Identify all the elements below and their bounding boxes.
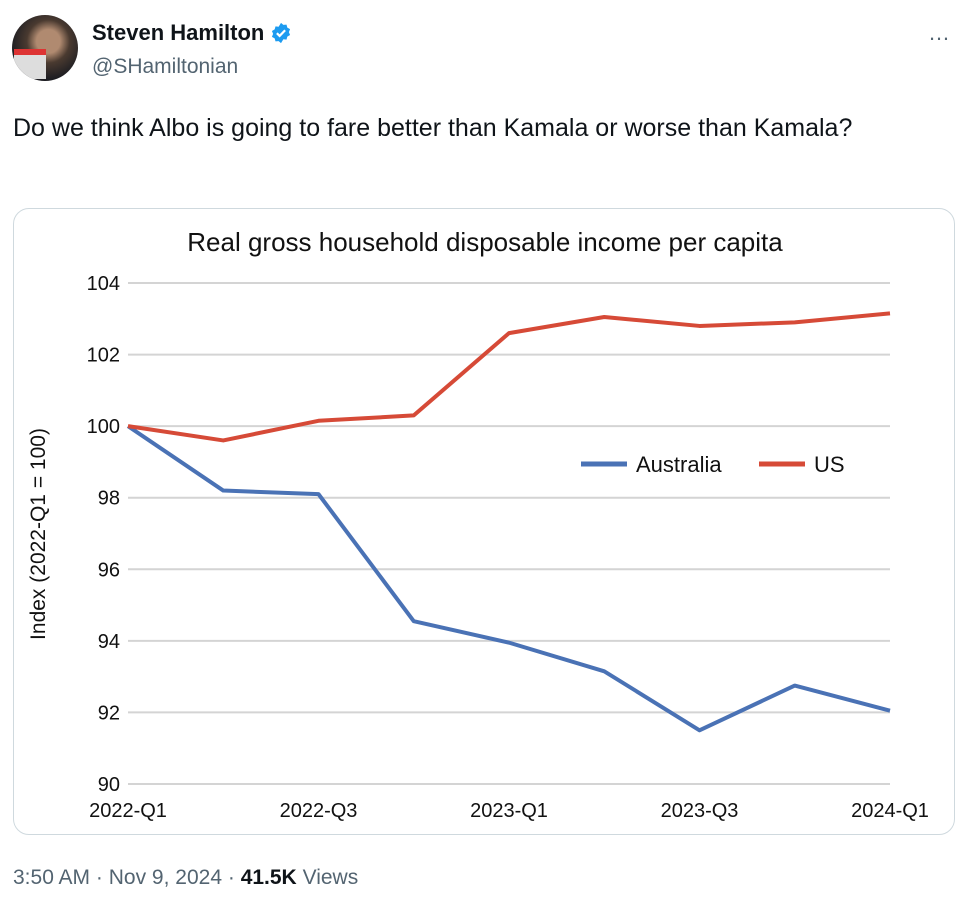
y-tick-label: 102	[87, 345, 120, 367]
x-tick-label: 2023-Q1	[470, 800, 548, 822]
more-options-icon[interactable]: …	[928, 20, 951, 45]
tweet-text: Do we think Albo is going to fare better…	[13, 114, 853, 142]
y-tick-label: 104	[87, 273, 120, 295]
separator: ·	[227, 866, 235, 889]
x-tick-label: 2022-Q3	[280, 800, 358, 822]
y-tick-label: 96	[98, 559, 120, 581]
tweet-meta: 3:50 AM · Nov 9, 2024 · 41.5K Views	[13, 866, 358, 890]
legend-label-us: US	[814, 452, 845, 477]
y-tick-label: 90	[98, 774, 120, 796]
views-label: Views	[302, 866, 359, 889]
legend-label-australia: Australia	[636, 452, 722, 477]
verified-badge-icon	[272, 22, 291, 44]
y-axis-label: Index (2022-Q1 = 100)	[27, 428, 50, 640]
author-name-row[interactable]: Steven Hamilton	[92, 20, 292, 46]
y-tick-label: 94	[98, 631, 120, 653]
x-tick-label: 2024-Q1	[851, 800, 929, 822]
y-tick-label: 98	[98, 488, 120, 510]
x-tick-label: 2022-Q1	[89, 800, 167, 822]
series-line-us	[127, 311, 891, 443]
line-chart: Real gross household disposable income p…	[27, 227, 929, 822]
x-tick-label: 2023-Q3	[661, 800, 739, 822]
tweet-date[interactable]: Nov 9, 2024	[108, 866, 222, 889]
views-count: 41.5K	[240, 866, 297, 889]
y-tick-label: 100	[87, 416, 120, 438]
tweet-time[interactable]: 3:50 AM	[13, 866, 91, 889]
series-line-australia	[126, 424, 891, 733]
avatar[interactable]	[12, 15, 78, 81]
separator: ·	[95, 866, 103, 889]
chart-title: Real gross household disposable income p…	[187, 227, 783, 257]
author-name[interactable]: Steven Hamilton	[92, 20, 265, 45]
chart-image[interactable]: Real gross household disposable income p…	[13, 208, 955, 835]
y-tick-label: 92	[98, 702, 120, 724]
author-handle[interactable]: @SHamiltonian	[92, 55, 239, 78]
